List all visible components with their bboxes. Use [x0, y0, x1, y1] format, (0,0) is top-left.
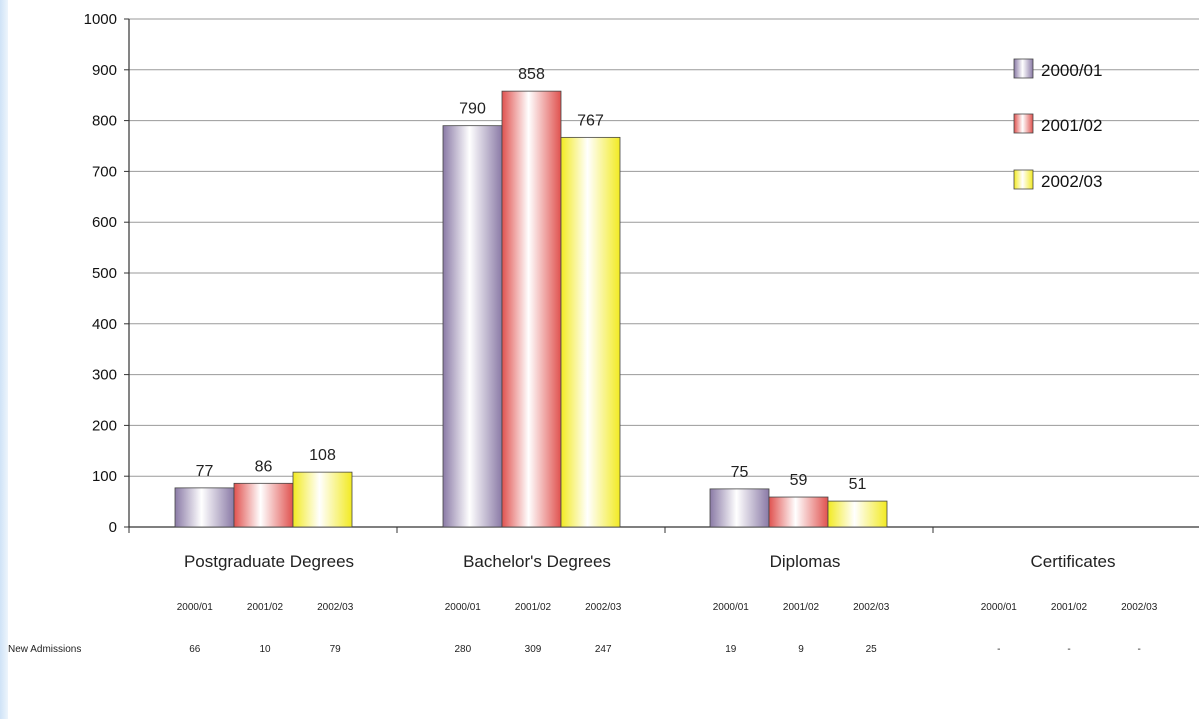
table-cell: 19: [725, 644, 737, 655]
table-cell: -: [997, 644, 1000, 655]
y-tick-label: 300: [92, 367, 117, 384]
legend-label: 2000/01: [1041, 61, 1102, 80]
x-category-label: Bachelor's Degrees: [463, 552, 611, 571]
table-year-header: 2001/02: [1051, 602, 1088, 613]
y-tick-label: 100: [92, 468, 117, 485]
legend-swatch: [1013, 58, 1034, 79]
legend: 2000/01 2001/02 2002/03: [1013, 58, 1102, 191]
table-year-header: 2000/01: [981, 602, 1018, 613]
y-tick-label: 900: [92, 62, 117, 79]
legend-label: 2002/03: [1041, 172, 1102, 191]
y-tick-label: 400: [92, 316, 117, 333]
category-labels: Postgraduate Degrees Bachelor's Degrees Di…: [184, 552, 1116, 571]
bar: [442, 125, 503, 528]
y-tick-label: 1000: [84, 11, 117, 28]
table-cell: 79: [330, 644, 342, 655]
bar: [174, 487, 235, 528]
x-category-label: Certificates: [1030, 552, 1115, 571]
x-category-label: Postgraduate Degrees: [184, 552, 354, 571]
data-label: 86: [255, 458, 273, 475]
left-edge-strip: [0, 0, 8, 719]
bars: [174, 90, 888, 528]
table-year-header: 2001/02: [783, 602, 820, 613]
table-year-header: 2001/02: [515, 602, 552, 613]
table-cell: 10: [259, 644, 271, 655]
data-label: 858: [518, 66, 545, 83]
axes: [128, 19, 1199, 533]
table-year-header: 2000/01: [713, 602, 750, 613]
data-label: 790: [459, 101, 486, 118]
bar: [501, 90, 562, 528]
data-label: 51: [849, 476, 867, 493]
bar: [560, 136, 621, 528]
table-year-header: 2002/03: [853, 602, 890, 613]
data-label: 75: [731, 464, 749, 481]
table-cell: 9: [798, 644, 804, 655]
admissions-table: 2000/01 2001/02 2002/03 66 10 79 2000/01 2001/0…: [8, 602, 1158, 655]
data-label: 767: [577, 112, 604, 129]
data-label: 59: [790, 472, 808, 489]
y-tick-label: 200: [92, 417, 117, 434]
table-year-header: 2000/01: [445, 602, 482, 613]
legend-swatch: [1013, 113, 1034, 134]
table-cell: 280: [454, 644, 471, 655]
table-year-header: 2002/03: [585, 602, 622, 613]
data-labels: 77 86 108 790 858 767 75 59 51: [196, 66, 867, 493]
table-cell: 25: [866, 644, 878, 655]
y-tick-label: 800: [92, 113, 117, 130]
table-year-header: 2000/01: [177, 602, 214, 613]
y-tick-label: 700: [92, 163, 117, 180]
bar: [709, 488, 770, 528]
table-year-header: 2001/02: [247, 602, 284, 613]
table-cell: 309: [525, 644, 542, 655]
y-tick-label: 500: [92, 265, 117, 282]
legend-label: 2001/02: [1041, 116, 1102, 135]
data-label: 77: [196, 463, 214, 480]
table-year-header: 2002/03: [1121, 602, 1158, 613]
bar: [292, 471, 353, 528]
x-category-label: Diplomas: [770, 552, 841, 571]
table-cell: -: [1067, 644, 1070, 655]
legend-swatch: [1013, 169, 1034, 190]
table-cell: -: [1138, 644, 1141, 655]
bar: [233, 482, 294, 528]
gridlines: 0 100 200 300 400 500 600 700 800 900 1000: [84, 11, 1199, 536]
bar: [768, 496, 829, 528]
y-tick-label: 0: [109, 519, 117, 536]
data-label: 108: [309, 447, 336, 464]
table-year-header: 2002/03: [317, 602, 354, 613]
table-cell: 247: [595, 644, 612, 655]
y-tick-label: 600: [92, 214, 117, 231]
table-row-label: New Admissions: [8, 644, 81, 655]
table-cell: 66: [189, 644, 201, 655]
bar: [827, 500, 888, 528]
